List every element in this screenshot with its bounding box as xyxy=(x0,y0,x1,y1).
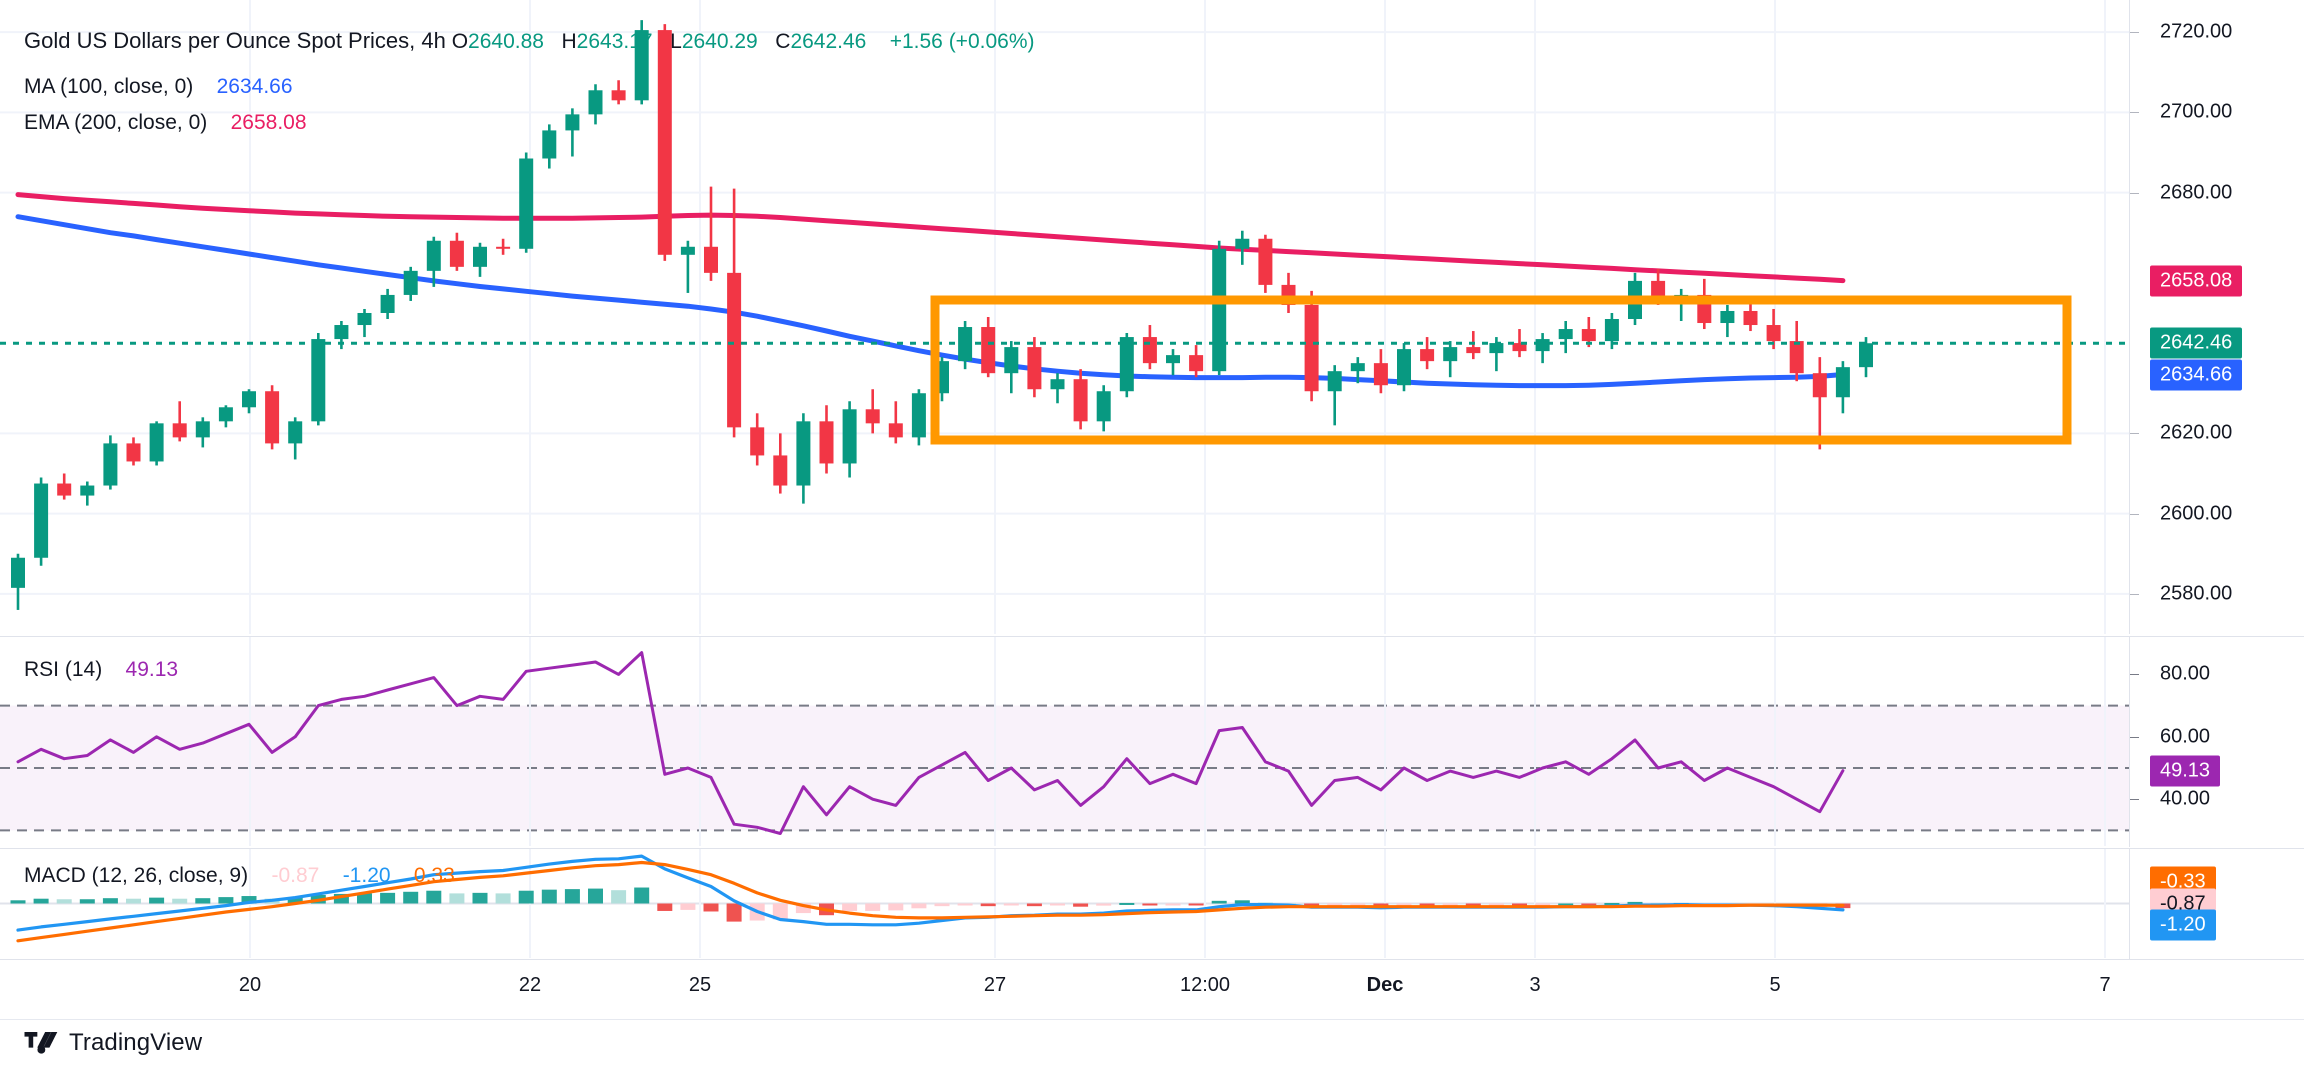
price-axis-badge[interactable]: 2642.46 xyxy=(2150,327,2243,359)
time-axis[interactable]: 20 22 25 27 12:00 Dec 3 5 7 xyxy=(0,959,2304,1020)
price-axis-tick xyxy=(2130,112,2139,114)
price-axis-tick xyxy=(2130,593,2139,595)
high-value: 2643.17 xyxy=(576,30,653,53)
ma-label: MA (100, close, 0) xyxy=(24,75,194,98)
symbol-title[interactable]: Gold US Dollars per Ounce Spot Prices, 4… xyxy=(24,28,446,53)
price-axis-tick xyxy=(2130,32,2139,34)
macd-pane[interactable]: -0.33 -0.87 -1.20 MACD (12, 26, close, 9) … xyxy=(0,848,2304,959)
price-axis-tick xyxy=(2130,192,2139,194)
time-axis-label: 20 xyxy=(238,974,262,996)
time-axis-label: 12:00 xyxy=(1179,974,1231,996)
time-axis-label: 7 xyxy=(2099,974,2111,996)
rsi-axis-label: 80.00 xyxy=(2160,662,2211,685)
rsi-chart-svg xyxy=(0,637,2130,846)
time-axis-label: 25 xyxy=(688,974,712,996)
tradingview-mark-icon xyxy=(24,1032,58,1054)
footer: TradingView xyxy=(0,1019,2304,1067)
price-axis-label: 2700.00 xyxy=(2160,100,2233,123)
macd-chart-svg xyxy=(0,849,2130,958)
close-value: 2642.46 xyxy=(790,30,867,53)
time-axis-label: Dec xyxy=(1366,974,1404,996)
price-axis-tick xyxy=(2130,513,2139,515)
open-value: 2640.88 xyxy=(468,30,544,53)
ma-value: 2634.66 xyxy=(216,75,293,98)
price-axis-badge[interactable]: 2658.08 xyxy=(2150,265,2243,297)
tradingview-brand-text: TradingView xyxy=(69,1029,203,1056)
symbol-legend: Gold US Dollars per Ounce Spot Prices, 4… xyxy=(24,28,1035,53)
macd-label: MACD (12, 26, close, 9) xyxy=(24,864,249,887)
rsi-axis-label: 40.00 xyxy=(2160,787,2211,810)
low-value: 2640.29 xyxy=(681,30,758,53)
time-axis-label: 5 xyxy=(1769,974,1781,996)
ema-legend[interactable]: EMA (200, close, 0) 2658.08 xyxy=(24,112,307,133)
macd-axis-badge[interactable]: -1.20 xyxy=(2150,909,2216,941)
low-label: L xyxy=(670,30,682,53)
time-axis-label: 3 xyxy=(1529,974,1541,996)
ma-legend[interactable]: MA (100, close, 0) 2634.66 xyxy=(24,76,293,97)
rsi-legend[interactable]: RSI (14) 49.13 xyxy=(24,659,178,680)
macd-signal-value: -1.20 xyxy=(342,864,391,887)
change-value: +1.56 (+0.06%) xyxy=(889,30,1035,53)
price-pane[interactable]: 2720.00 2700.00 2680.00 2620.00 2600.00 2580.… xyxy=(0,0,2304,634)
tradingview-logo[interactable]: TradingView xyxy=(24,1029,202,1057)
ema-label: EMA (200, close, 0) xyxy=(24,111,208,134)
price-axis-label: 2620.00 xyxy=(2160,421,2233,444)
rsi-axis[interactable]: 80.00 60.00 40.00 49.13 xyxy=(2129,637,2304,847)
price-axis[interactable]: 2720.00 2700.00 2680.00 2620.00 2600.00 2580.… xyxy=(2129,0,2304,634)
rsi-axis-badge[interactable]: 49.13 xyxy=(2150,755,2221,787)
price-axis-tick xyxy=(2130,433,2139,435)
price-plot-area[interactable] xyxy=(0,0,2130,634)
rsi-label: RSI (14) xyxy=(24,658,103,681)
rsi-plot-area[interactable] xyxy=(0,637,2130,847)
ema-value: 2658.08 xyxy=(230,111,307,134)
price-chart-svg xyxy=(0,0,2130,634)
rsi-pane[interactable]: 80.00 60.00 40.00 49.13 RSI (14) 49.13 xyxy=(0,636,2304,847)
macd-hist-value: -0.87 xyxy=(271,864,320,887)
high-label: H xyxy=(561,30,577,53)
open-label: O xyxy=(451,30,469,53)
rsi-axis-tick xyxy=(2130,736,2139,738)
price-axis-badge[interactable]: 2634.66 xyxy=(2150,359,2243,391)
rsi-value: 49.13 xyxy=(125,658,179,681)
rsi-axis-label: 60.00 xyxy=(2160,725,2211,748)
price-axis-label: 2580.00 xyxy=(2160,582,2233,605)
macd-legend[interactable]: MACD (12, 26, close, 9) -0.87 -1.20 0.33 xyxy=(24,865,455,886)
macd-line-value: 0.33 xyxy=(413,864,455,887)
rsi-axis-tick xyxy=(2130,799,2139,801)
close-label: C xyxy=(775,30,791,53)
macd-axis[interactable]: -0.33 -0.87 -1.20 xyxy=(2129,849,2304,959)
rsi-axis-tick xyxy=(2130,674,2139,676)
price-axis-label: 2680.00 xyxy=(2160,181,2233,204)
price-axis-label: 2720.00 xyxy=(2160,20,2233,43)
price-axis-label: 2600.00 xyxy=(2160,502,2233,525)
time-axis-label: 27 xyxy=(983,974,1007,996)
macd-plot-area[interactable] xyxy=(0,849,2130,959)
time-axis-label: 22 xyxy=(518,974,542,996)
